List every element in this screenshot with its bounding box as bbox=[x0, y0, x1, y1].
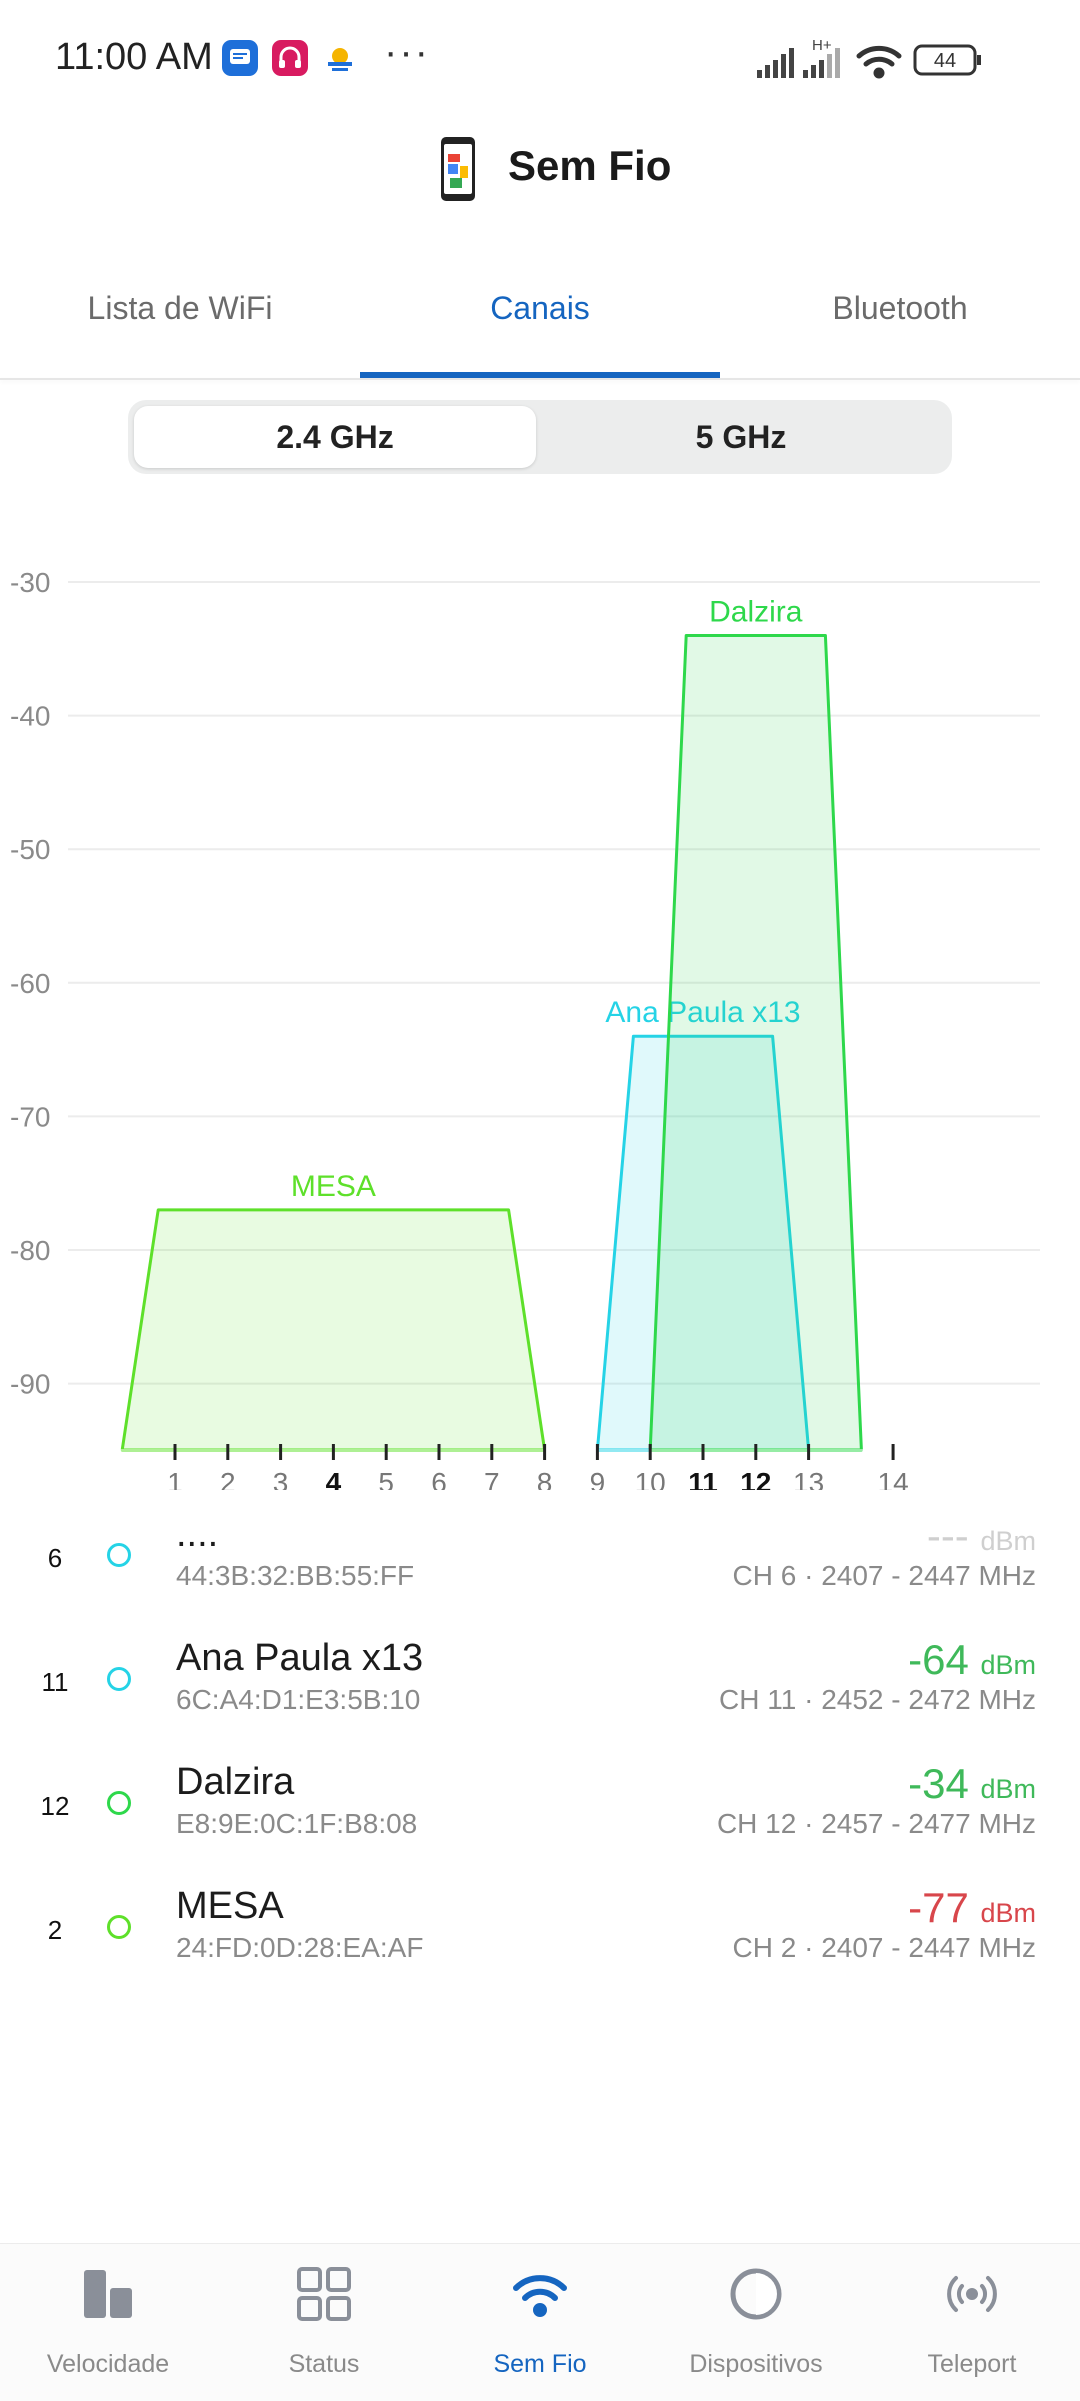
network-row[interactable]: 2 MESA 24:FD:0D:28:EA:AF -77 dBm CH 2 · 2407… bbox=[0, 1884, 1080, 2002]
y-tick-label: -70 bbox=[10, 1101, 50, 1132]
signal-value: --- bbox=[926, 1512, 969, 1559]
network-channel-info: CH 2 · 2407 - 2447 MHz bbox=[732, 1932, 1036, 1963]
signal-unit: dBm bbox=[980, 1650, 1036, 1680]
x-tick-label: 12 bbox=[740, 1467, 771, 1490]
network-color-dot bbox=[107, 1543, 131, 1567]
network-mac: 24:FD:0D:28:EA:AF bbox=[176, 1932, 424, 1963]
signal-icon bbox=[757, 48, 840, 78]
channel-chart: -30 -40 -50 -60 -70 -80 -90 MESA Ana Paula x13 D… bbox=[10, 567, 1040, 1490]
network-mac: 6C:A4:D1:E3:5B:10 bbox=[176, 1684, 421, 1715]
signal-unit: dBm bbox=[980, 1774, 1036, 1804]
tab-indicator bbox=[360, 372, 720, 378]
nav-status[interactable]: Status bbox=[216, 2264, 432, 2379]
x-tick-label: 5 bbox=[378, 1467, 394, 1490]
network-name: MESA bbox=[176, 1885, 284, 1927]
battery-icon: 44 bbox=[913, 44, 981, 76]
network-channel-info: CH 11 · 2452 - 2472 MHz bbox=[719, 1684, 1036, 1715]
y-tick-label: -90 bbox=[10, 1369, 50, 1400]
speed-bars-icon bbox=[78, 2264, 138, 2324]
nav-teleport[interactable]: Teleport bbox=[864, 2264, 1080, 2379]
nav-label: Status bbox=[288, 2350, 360, 2378]
x-tick-label: 11 bbox=[688, 1467, 718, 1490]
bottom-navigation bbox=[0, 2243, 1080, 2401]
page-title: Sem Fio bbox=[508, 142, 672, 189]
network-color-dot bbox=[107, 1791, 131, 1815]
y-tick-label: -30 bbox=[10, 567, 50, 598]
tab-divider bbox=[0, 378, 1080, 380]
x-tick-label: 7 bbox=[484, 1467, 500, 1490]
network-signal: -64 dBm bbox=[908, 1636, 1036, 1684]
network-channel-info: CH 12 · 2457 - 2477 MHz bbox=[716, 1808, 1036, 1839]
network-area-label: MESA bbox=[291, 1170, 376, 1203]
network-color-dot bbox=[107, 1915, 131, 1939]
headset-icon bbox=[272, 40, 308, 76]
tab-wifi-list[interactable]: Lista de WiFi bbox=[87, 290, 273, 326]
network-signal: -77 dBm bbox=[908, 1884, 1036, 1932]
network-area-label: Dalzira bbox=[709, 595, 803, 628]
nav-label: Dispositivos bbox=[689, 2350, 823, 2378]
x-tick-label: 8 bbox=[537, 1467, 553, 1490]
network-row[interactable]: 6.... 44:3B:32:BB:55:FF --- dBm CH 6 · 2407… bbox=[0, 1512, 1080, 1630]
battery-level: 44 bbox=[934, 50, 956, 72]
message-icon bbox=[222, 40, 258, 76]
network-channel-info: CH 6 · 2407 - 2447 MHz bbox=[732, 1560, 1036, 1591]
nav-label: Velocidade bbox=[46, 2350, 170, 2378]
tab-bluetooth[interactable]: Bluetooth bbox=[832, 290, 968, 326]
weather-icon bbox=[322, 40, 358, 76]
teleport-icon bbox=[942, 2264, 1002, 2324]
devices-circle-icon bbox=[726, 2264, 786, 2324]
wifi-icon bbox=[856, 45, 902, 79]
network-name: Dalzira bbox=[176, 1761, 295, 1803]
x-tick-label: 14 bbox=[878, 1467, 909, 1490]
x-tick-label: 2 bbox=[220, 1467, 236, 1490]
signal-value: -64 bbox=[908, 1636, 969, 1683]
x-tick-label: 9 bbox=[590, 1467, 606, 1490]
status-icons: H+ 44 bbox=[755, 36, 1025, 82]
x-tick-label: 4 bbox=[326, 1467, 342, 1490]
network-name: .... bbox=[176, 1513, 219, 1555]
signal-value: -77 bbox=[908, 1884, 969, 1931]
x-tick-label: 3 bbox=[273, 1467, 289, 1490]
y-tick-label: -50 bbox=[10, 834, 50, 865]
signal-unit: dBm bbox=[980, 1898, 1036, 1928]
y-tick-label: -60 bbox=[10, 968, 50, 999]
band-option-5ghz[interactable]: 5 GHz bbox=[695, 418, 787, 455]
tab-channels[interactable]: Canais bbox=[490, 290, 590, 326]
network-signal: -34 dBm bbox=[908, 1760, 1036, 1808]
network-area bbox=[120, 1208, 547, 1452]
x-tick-label: 6 bbox=[431, 1467, 447, 1490]
more-notifications: ··· bbox=[384, 30, 430, 74]
nav-devices[interactable]: Dispositivos bbox=[648, 2264, 864, 2379]
nav-wireless[interactable]: Sem Fio bbox=[432, 2264, 648, 2379]
network-name: Ana Paula x13 bbox=[176, 1637, 424, 1679]
x-tick-label: 13 bbox=[793, 1467, 824, 1490]
band-option-2-4ghz[interactable]: 2.4 GHz bbox=[134, 406, 536, 468]
network-area-label: Ana Paula x13 bbox=[605, 996, 800, 1029]
network-row[interactable]: 12 Dalzira E8:9E:0C:1F:B8:08 -34 dBm CH 12 ·… bbox=[0, 1760, 1080, 1878]
nav-label: Teleport bbox=[927, 2350, 1017, 2378]
grid-icon bbox=[294, 2264, 354, 2324]
nav-label: Sem Fio bbox=[493, 2350, 587, 2378]
nav-speed[interactable]: Velocidade bbox=[0, 2264, 216, 2379]
x-tick-label: 1 bbox=[167, 1467, 183, 1490]
network-mac: 44:3B:32:BB:55:FF bbox=[176, 1560, 415, 1591]
network-channel: 2 bbox=[47, 1915, 63, 1945]
network-signal: --- dBm bbox=[927, 1512, 1036, 1560]
network-type: H+ bbox=[812, 37, 832, 54]
signal-unit: dBm bbox=[980, 1526, 1036, 1556]
network-color-dot bbox=[107, 1667, 131, 1691]
y-tick-label: -40 bbox=[10, 701, 50, 732]
status-time: 11:00 AM bbox=[55, 36, 213, 78]
network-channel: 12 bbox=[40, 1791, 70, 1821]
network-row[interactable]: 11 Ana Paula x13 6C:A4:D1:E3:5B:10 -64 dBm C… bbox=[0, 1636, 1080, 1754]
y-tick-label: -80 bbox=[10, 1235, 50, 1266]
network-channel: 11 bbox=[41, 1667, 69, 1697]
phone-icon bbox=[440, 136, 476, 202]
network-channel: 6 bbox=[47, 1543, 63, 1573]
x-tick-label: 10 bbox=[635, 1467, 666, 1490]
wifi-icon bbox=[510, 2264, 570, 2324]
network-mac: E8:9E:0C:1F:B8:08 bbox=[176, 1808, 418, 1839]
network-area bbox=[648, 633, 863, 1452]
signal-value: -34 bbox=[908, 1760, 969, 1807]
